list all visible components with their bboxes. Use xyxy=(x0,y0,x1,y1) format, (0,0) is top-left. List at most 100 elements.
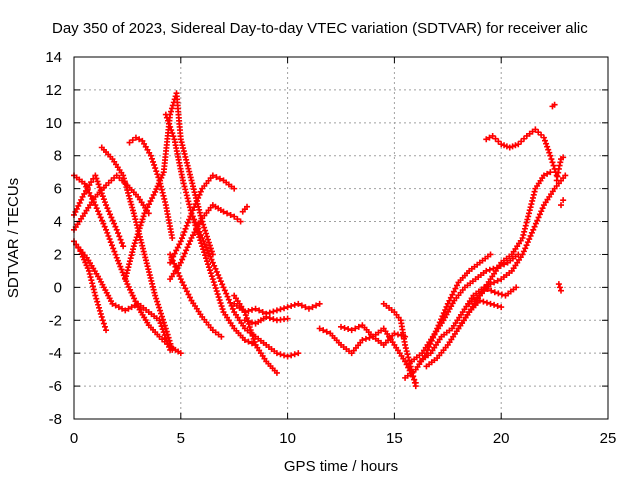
data-point xyxy=(169,346,176,353)
data-point xyxy=(220,208,227,215)
data-point xyxy=(498,304,505,311)
track-point xyxy=(447,294,454,301)
track-point xyxy=(203,244,210,251)
data-point xyxy=(551,101,558,108)
track-point xyxy=(453,282,460,289)
track-point xyxy=(494,277,501,284)
track-point xyxy=(175,269,182,276)
track-point xyxy=(281,352,288,359)
track-point xyxy=(162,199,169,206)
track-point xyxy=(394,331,401,338)
track-point xyxy=(219,306,226,313)
data-point xyxy=(92,172,99,179)
y-tick-label: -8 xyxy=(49,411,62,428)
track-point xyxy=(215,272,222,279)
data-point xyxy=(231,213,238,220)
track-point xyxy=(536,211,543,218)
track-point xyxy=(164,331,171,338)
track-point xyxy=(99,193,106,200)
y-tick-label: 6 xyxy=(54,181,62,198)
data-point xyxy=(177,238,184,245)
track-point xyxy=(520,231,527,238)
track-point xyxy=(486,266,493,273)
track-point xyxy=(192,219,199,226)
track-point xyxy=(152,165,159,172)
track-point xyxy=(491,301,498,308)
y-tick-label: 2 xyxy=(54,246,62,263)
track-point xyxy=(154,171,161,178)
plot-frame xyxy=(73,56,609,420)
track-point xyxy=(189,213,196,220)
track-point xyxy=(168,105,175,112)
track-point xyxy=(126,195,133,202)
track-point xyxy=(483,299,490,306)
track-point xyxy=(539,205,546,212)
track-point xyxy=(208,256,215,263)
track-point xyxy=(206,242,213,249)
track-point xyxy=(173,266,180,273)
track-point xyxy=(104,229,111,236)
track-point xyxy=(151,161,158,168)
track-point xyxy=(544,170,551,177)
x-tick-label: 25 xyxy=(600,430,617,447)
track-point xyxy=(218,303,225,310)
track-point xyxy=(168,343,175,350)
track-point xyxy=(411,379,418,386)
x-axis-label: GPS time / hours xyxy=(284,458,398,475)
track-point xyxy=(165,334,172,341)
data-point xyxy=(132,134,139,141)
track-point xyxy=(180,253,187,260)
track-point xyxy=(184,219,191,226)
data-point xyxy=(547,152,554,159)
track-point xyxy=(124,187,131,194)
track-point xyxy=(161,195,168,202)
data-point xyxy=(81,180,88,187)
y-tick-label: 0 xyxy=(54,279,62,296)
track-point xyxy=(167,340,174,347)
data-point xyxy=(252,305,259,312)
y-tick-label: -6 xyxy=(49,378,62,395)
track-point xyxy=(176,273,183,280)
data-point xyxy=(241,337,248,344)
track-point xyxy=(140,213,147,220)
track-point xyxy=(548,156,555,163)
data-point xyxy=(487,251,494,258)
y-tick-label: 8 xyxy=(54,148,62,165)
x-tick-label: 15 xyxy=(386,430,403,447)
track-point xyxy=(136,225,143,232)
data-point xyxy=(177,350,184,357)
track-point xyxy=(211,262,218,269)
data-point xyxy=(513,284,520,291)
track-point xyxy=(204,236,211,243)
track-point xyxy=(149,195,156,202)
track-point xyxy=(480,298,487,305)
data-point xyxy=(241,309,248,316)
track-point xyxy=(97,310,104,317)
track-point xyxy=(541,137,548,144)
track-point xyxy=(277,351,284,358)
track-point xyxy=(75,202,82,209)
track-point xyxy=(114,257,121,264)
axis-ticks: 0 5 10 15 20 25 -8 -6 -4 -2 0 2 4 6 8 10 12 14 xyxy=(45,49,616,447)
track-point xyxy=(93,205,100,212)
track-point xyxy=(201,249,208,256)
data-point xyxy=(231,185,238,192)
track-point xyxy=(128,304,135,311)
track-point xyxy=(249,306,255,313)
track-point xyxy=(129,137,136,144)
track-point xyxy=(186,294,193,301)
track-point xyxy=(509,143,516,150)
data-point xyxy=(103,327,110,334)
track-point xyxy=(180,282,187,289)
track-point xyxy=(556,284,563,291)
track-point xyxy=(520,248,527,255)
track-point xyxy=(528,229,535,236)
track-point xyxy=(185,291,192,298)
track-point xyxy=(248,329,255,336)
data-point xyxy=(295,300,302,307)
track-point xyxy=(164,117,171,124)
data-point xyxy=(122,307,129,314)
data-point xyxy=(284,304,291,311)
track-point xyxy=(128,201,135,208)
